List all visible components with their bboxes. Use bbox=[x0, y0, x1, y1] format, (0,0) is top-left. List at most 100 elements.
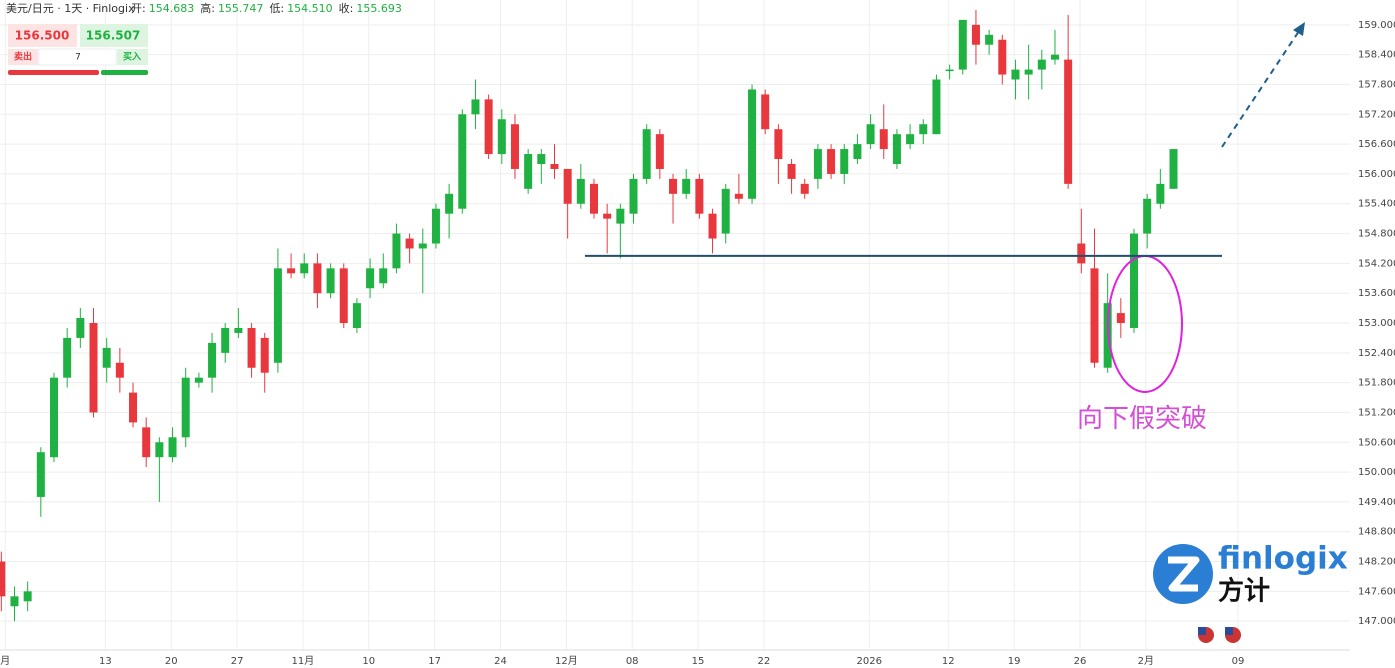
candle-body bbox=[642, 129, 651, 179]
candle-body bbox=[879, 129, 888, 150]
field-label: 收: bbox=[339, 1, 354, 15]
x-tick-label: 09 bbox=[1232, 656, 1245, 667]
candle-body bbox=[1156, 183, 1165, 204]
candle-body bbox=[655, 134, 664, 169]
field-value: 155.747 bbox=[218, 2, 264, 15]
quantity-input[interactable] bbox=[38, 48, 117, 66]
candle-body bbox=[247, 327, 256, 368]
buy-label: 买入 bbox=[123, 52, 141, 63]
candle-body bbox=[405, 238, 414, 249]
candle-body bbox=[603, 213, 612, 219]
candle-body bbox=[524, 154, 533, 189]
y-tick-label: 152.400 bbox=[1358, 348, 1395, 359]
candle-body bbox=[708, 213, 717, 239]
candle-body bbox=[63, 337, 72, 378]
x-tick-label: 27 bbox=[231, 656, 244, 667]
y-tick-label: 159.000 bbox=[1358, 20, 1395, 31]
sell-price: 156.500 bbox=[15, 29, 70, 43]
candle-body bbox=[102, 347, 111, 368]
candle-body bbox=[287, 268, 296, 274]
buy-price: 156.507 bbox=[86, 29, 141, 43]
candle-body bbox=[919, 124, 928, 135]
y-tick-label: 154.800 bbox=[1358, 229, 1395, 240]
x-tick-label: 10 bbox=[362, 656, 375, 667]
candle-body bbox=[366, 268, 375, 289]
candle-body bbox=[497, 119, 506, 155]
y-tick-label: 148.800 bbox=[1358, 527, 1395, 538]
candle-body bbox=[695, 178, 704, 214]
logo: finlogix 方计 bbox=[1153, 541, 1348, 607]
y-tick-label: 155.400 bbox=[1358, 199, 1395, 210]
candle-body bbox=[827, 149, 836, 174]
field-value: 155.693 bbox=[356, 2, 402, 15]
candle-body bbox=[629, 178, 638, 214]
candle-body bbox=[36, 452, 45, 497]
candle-body bbox=[906, 134, 915, 145]
sell-box[interactable] bbox=[8, 24, 77, 47]
trade-widget: 156.500 156.507 卖出 7 买入 bbox=[8, 24, 148, 75]
candle-body bbox=[89, 323, 98, 413]
candle-body bbox=[313, 263, 322, 294]
buy-button[interactable] bbox=[117, 49, 148, 65]
candle-body bbox=[537, 154, 546, 164]
candle-body bbox=[787, 163, 796, 179]
y-tick-label: 148.200 bbox=[1358, 557, 1395, 568]
candle-body bbox=[998, 39, 1007, 75]
y-tick-label: 156.600 bbox=[1358, 139, 1395, 150]
x-tick-label: 13 bbox=[99, 656, 112, 667]
y-tick-label: 147.600 bbox=[1358, 586, 1395, 597]
grid bbox=[0, 0, 1350, 650]
y-tick-label: 149.400 bbox=[1358, 497, 1395, 508]
y-tick-label: 154.200 bbox=[1358, 258, 1395, 269]
y-tick-label: 147.000 bbox=[1358, 616, 1395, 627]
candle-body bbox=[155, 442, 164, 458]
candle-body bbox=[985, 34, 994, 45]
x-tick-label: 19 bbox=[1008, 656, 1021, 667]
candle-body bbox=[392, 233, 401, 269]
y-tick-label: 156.000 bbox=[1358, 169, 1395, 180]
symbol: 美元/日元 · 1天 · Finlogix bbox=[6, 2, 135, 15]
candle-body bbox=[1090, 268, 1099, 363]
candle-body bbox=[1064, 59, 1073, 184]
candle-body bbox=[1130, 233, 1138, 328]
x-tick-label: 15 bbox=[692, 656, 705, 667]
candle-body bbox=[379, 268, 388, 284]
sell-label: 卖出 bbox=[14, 51, 32, 63]
highlight-ellipse bbox=[1107, 255, 1183, 393]
x-tick-label: 11月 bbox=[292, 655, 315, 667]
arrow-head bbox=[1293, 22, 1305, 36]
logo-name: finlogix bbox=[1218, 541, 1348, 577]
candle-body bbox=[1037, 59, 1046, 70]
flags bbox=[1198, 627, 1241, 643]
candle-body bbox=[194, 377, 203, 383]
candle-body bbox=[774, 129, 783, 160]
candle-body bbox=[273, 268, 282, 363]
candle-body bbox=[326, 268, 335, 294]
candle-body bbox=[458, 114, 467, 209]
candle-body bbox=[221, 327, 230, 353]
candle-body bbox=[484, 99, 493, 155]
y-tick-label: 150.600 bbox=[1358, 437, 1395, 448]
candle-body bbox=[208, 342, 217, 378]
x-tick-label: 12 bbox=[942, 656, 955, 667]
candle-body bbox=[1169, 149, 1178, 189]
buy-box[interactable] bbox=[80, 24, 148, 47]
candle-body bbox=[669, 178, 678, 194]
y-tick-label: 153.000 bbox=[1358, 318, 1395, 329]
candle-body bbox=[300, 263, 309, 274]
candle-body bbox=[748, 89, 757, 199]
ohlc-readout: 开: 154.683 高: 155.747 低: 154.510 收: 155.693 bbox=[131, 1, 402, 15]
x-tick-label: 20 bbox=[165, 656, 178, 667]
trend-arrow bbox=[1221, 30, 1300, 148]
sell-button[interactable] bbox=[8, 49, 38, 65]
field-label: 高: bbox=[200, 1, 215, 15]
candle-body bbox=[945, 69, 954, 72]
candle-body bbox=[1024, 69, 1033, 75]
y-tick-label: 151.200 bbox=[1358, 407, 1395, 418]
logo-mark bbox=[1168, 556, 1200, 592]
x-tick-label: 12月 bbox=[555, 655, 578, 667]
candle-body bbox=[115, 362, 124, 378]
candle-body bbox=[10, 596, 19, 607]
x-tick-label: 22 bbox=[758, 656, 771, 667]
